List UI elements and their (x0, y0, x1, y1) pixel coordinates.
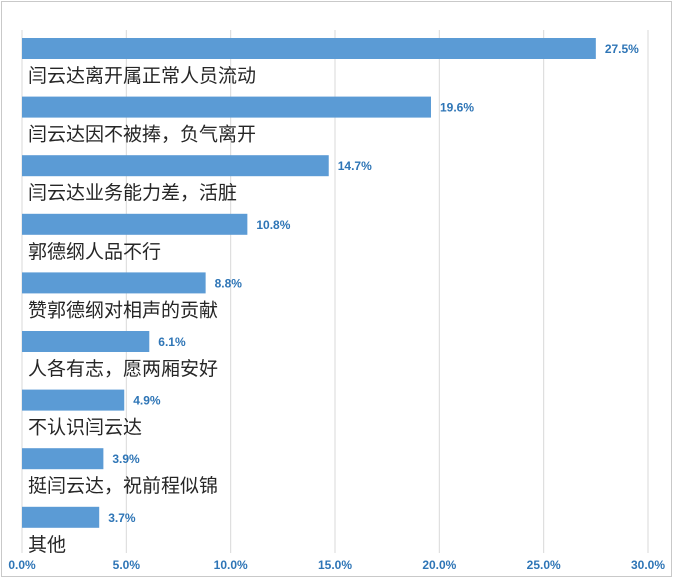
category-label: 郭德纲人品不行 (28, 241, 161, 263)
category-label: 其他 (28, 534, 66, 556)
x-tick-label: 20.0% (422, 558, 456, 572)
x-tick-label: 25.0% (527, 558, 561, 572)
bar-7 (22, 389, 125, 411)
bar-1 (22, 38, 596, 59)
bar-4 (22, 213, 248, 235)
x-tick-label: 10.0% (214, 558, 248, 572)
bar-9 (22, 506, 100, 528)
category-label: 不认识闫云达 (28, 417, 142, 439)
category-label: 闫云达因不被捧，负气离开 (28, 124, 256, 146)
category-label: 闫云达离开属正常人员流动 (28, 65, 256, 87)
data-label: 6.1% (158, 335, 186, 349)
bar-5 (22, 272, 206, 294)
x-tick-label: 30.0% (631, 558, 665, 572)
category-label: 挺闫云达，祝前程似锦 (28, 475, 218, 497)
data-label: 3.7% (108, 511, 136, 525)
data-label: 19.6% (440, 101, 474, 115)
bar-6 (22, 331, 150, 352)
data-label: 3.9% (112, 452, 140, 466)
x-axis-ticks: 0.0% 5.0% 10.0% 15.0% 20.0% 25.0% 30.0% (8, 558, 665, 572)
x-tick-label: 5.0% (113, 558, 141, 572)
bar-8 (22, 448, 104, 470)
labels: 27.5% 闫云达离开属正常人员流动 19.6% 闫云达因不被捧，负气离开 14.7% 闫… (28, 42, 639, 556)
data-label: 14.7% (338, 159, 372, 173)
data-label: 8.8% (215, 276, 243, 290)
bar-2 (22, 96, 431, 118)
bar-3 (22, 155, 329, 177)
data-label: 27.5% (605, 42, 639, 56)
data-label: 4.9% (133, 394, 161, 408)
x-tick-label: 15.0% (318, 558, 352, 572)
data-label: 10.8% (256, 218, 290, 232)
x-tick-label: 0.0% (8, 558, 36, 572)
bars (22, 38, 596, 528)
category-label: 闫云达业务能力差，活脏 (28, 182, 237, 204)
category-label: 人各有志，愿两厢安好 (28, 358, 218, 380)
category-label: 赞郭德纲对相声的贡献 (28, 299, 218, 321)
